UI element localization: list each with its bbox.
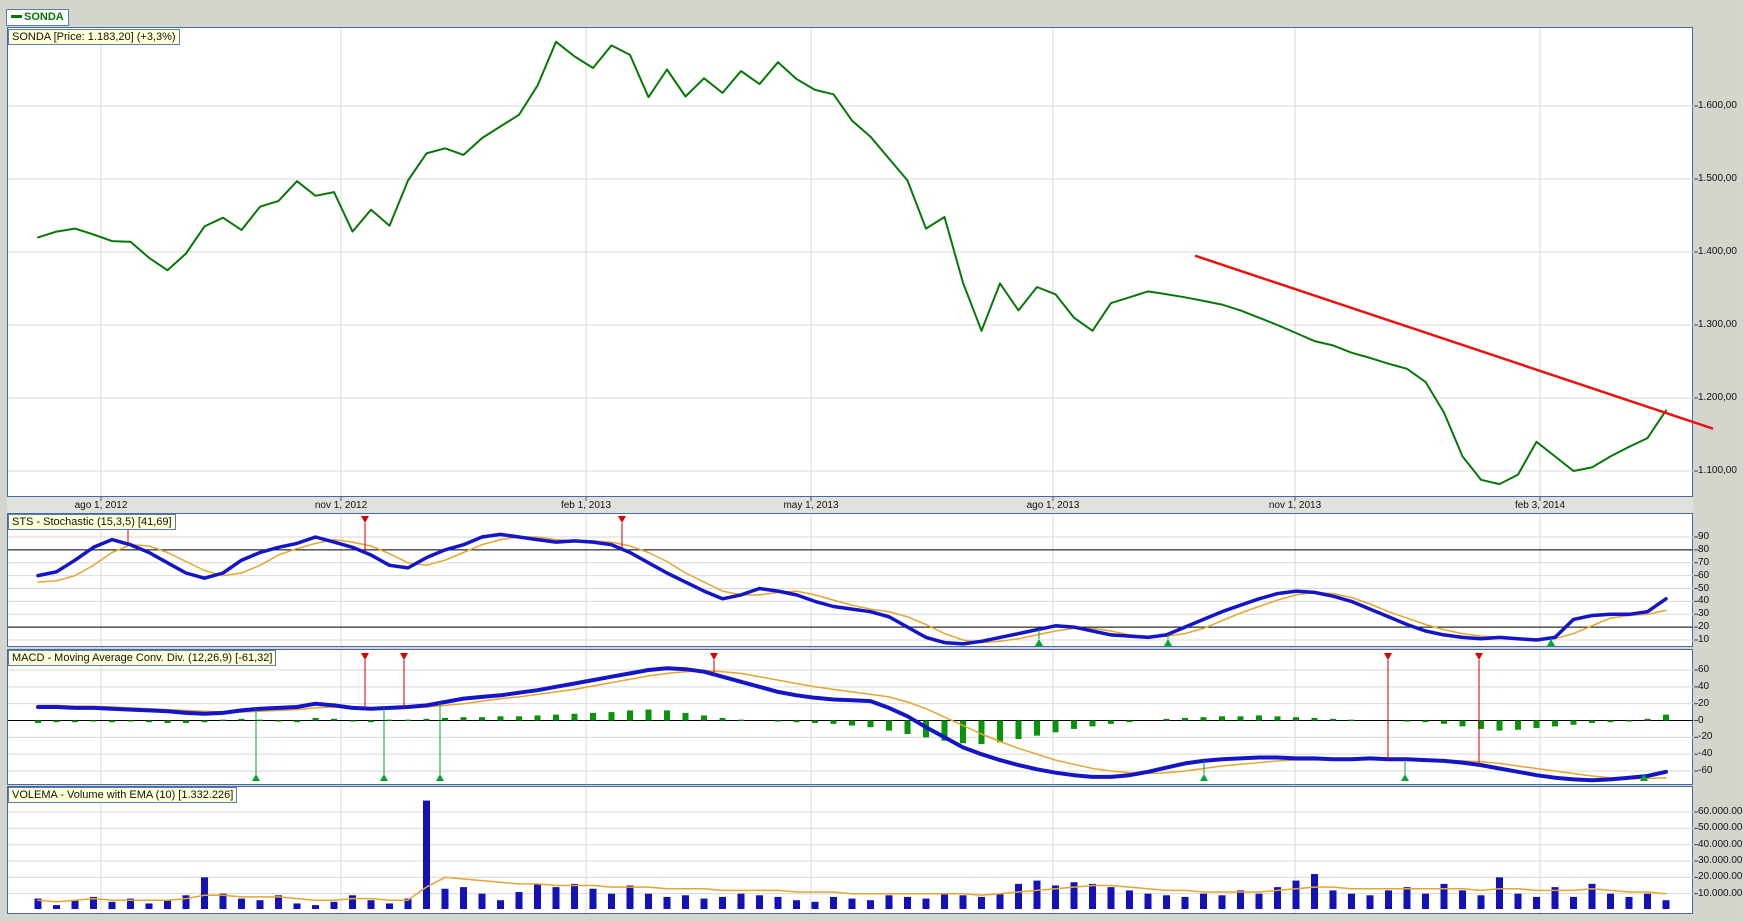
y-axis-tick-label: 20 [1698, 621, 1710, 633]
y-axis-tick-label: 1.500,00 [1698, 173, 1737, 184]
y-axis-tick-label: -60 [1698, 765, 1713, 776]
y-axis-tick-label: 70 [1698, 556, 1710, 568]
stochastic-panel[interactable] [7, 513, 1693, 647]
y-axis-tick-label: 40 [1698, 680, 1710, 692]
y-axis-tick-label: 0 [1698, 714, 1704, 726]
y-axis-tick-label: 30.000.00 [1698, 855, 1743, 866]
volume-indicator-label[interactable]: VOLEMA - Volume with EMA (10) [1.332.226… [8, 787, 238, 803]
y-axis-tick-label: -40 [1698, 748, 1713, 760]
y-axis-tick-label: -20 [1698, 731, 1713, 743]
symbol-legend[interactable]: SONDA [6, 9, 69, 26]
y-axis-tick-label: 1.100,00 [1698, 465, 1737, 476]
y-axis-tick-label: 50.000.00 [1698, 822, 1743, 834]
y-axis-tick-label: 60 [1698, 569, 1710, 581]
y-axis-tick-label: 40.000.00 [1698, 838, 1743, 850]
macd-panel[interactable] [7, 649, 1693, 785]
y-axis-tick-label: 1.200,00 [1698, 392, 1737, 403]
macd-indicator-label[interactable]: MACD - Moving Average Conv. Div. (12,26,… [8, 650, 277, 666]
y-axis-tick-label: 40 [1698, 595, 1710, 607]
series-color-dash-icon [11, 14, 22, 18]
symbol-name: SONDA [24, 11, 64, 23]
y-axis-tick-label: 20.000.00 [1698, 871, 1743, 883]
volume-panel[interactable] [7, 786, 1693, 914]
y-axis-tick-label: 1.600,00 [1698, 100, 1737, 111]
y-axis-tick-label: 10 [1698, 634, 1710, 645]
y-axis-tick-label: 1.400,00 [1698, 246, 1737, 257]
x-axis-date-strip [7, 497, 1693, 513]
y-axis-tick-label: 30 [1698, 608, 1710, 620]
y-axis-tick-label: 20 [1698, 697, 1710, 709]
price-series-label[interactable]: SONDA [Price: 1.183,20] (+3,3%) [8, 29, 180, 45]
y-axis-tick-label: 50 [1698, 582, 1710, 594]
y-axis-tick-label: 90 [1698, 531, 1710, 542]
stochastic-indicator-label[interactable]: STS - Stochastic (15,3,5) [41,69] [8, 514, 176, 530]
y-axis-tick-label: 60 [1698, 664, 1710, 675]
price-chart-panel[interactable] [7, 27, 1693, 497]
y-axis-tick-label: 80 [1698, 543, 1710, 555]
y-axis-tick-label: 10.000.00 [1698, 887, 1743, 899]
y-axis-tick-label: 60.000.00 [1698, 806, 1743, 817]
y-axis-tick-label: 1.300,00 [1698, 319, 1737, 330]
